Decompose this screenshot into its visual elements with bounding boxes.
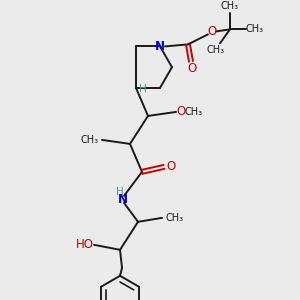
Text: N: N: [118, 194, 128, 206]
Text: CH₃: CH₃: [166, 213, 184, 223]
Text: N: N: [155, 40, 165, 53]
Text: O: O: [176, 105, 186, 119]
Text: O: O: [187, 62, 196, 75]
Text: HO: HO: [76, 238, 94, 251]
Text: CH₃: CH₃: [207, 45, 225, 56]
Text: H: H: [116, 187, 124, 197]
Text: O: O: [167, 160, 176, 173]
Text: CH₃: CH₃: [221, 2, 239, 11]
Text: H: H: [139, 84, 147, 94]
Text: CH₃: CH₃: [246, 24, 264, 34]
Text: O: O: [207, 25, 217, 38]
Text: CH₃: CH₃: [81, 135, 99, 145]
Text: CH₃: CH₃: [185, 107, 203, 117]
